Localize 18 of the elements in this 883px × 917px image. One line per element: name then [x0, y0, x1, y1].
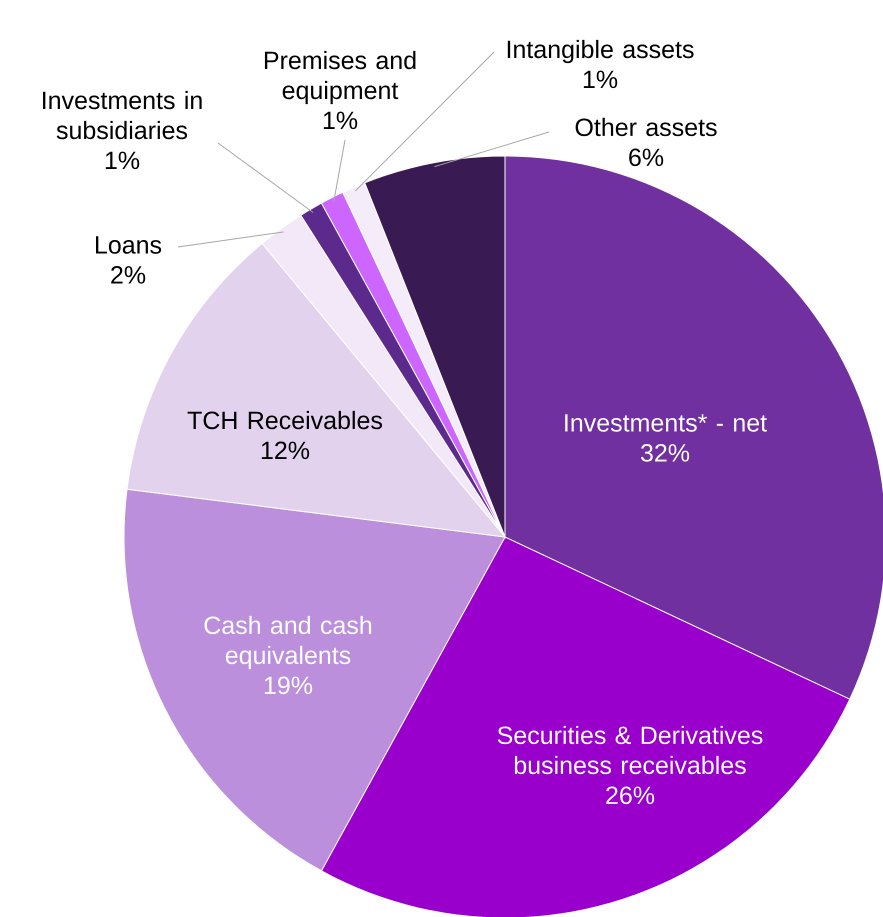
- data-label: 19%: [264, 676, 312, 694]
- slice-label: Investments in subsidiaries: [43, 90, 202, 140]
- data-label: 1%: [324, 112, 358, 130]
- slice-label: Securities & Derivatives business receivables: [498, 726, 762, 774]
- slice-label: Investments* - net: [565, 414, 767, 432]
- slice-label: Premises and equipment: [264, 50, 416, 104]
- data-label: 6%: [629, 148, 664, 166]
- data-label: 32%: [640, 444, 690, 462]
- data-label: 1%: [106, 152, 140, 170]
- data-label: 1%: [584, 70, 618, 88]
- data-label: 26%: [606, 786, 654, 804]
- slice-label: TCH Receivables: [188, 410, 382, 430]
- data-label: 12%: [262, 442, 310, 460]
- data-label: 2%: [111, 266, 146, 284]
- slice-label: Other assets: [576, 118, 717, 136]
- slice-label: Loans: [96, 236, 162, 254]
- slice-label: Cash and cash equivalents: [204, 616, 372, 670]
- slice-label: Intangible assets: [508, 40, 694, 64]
